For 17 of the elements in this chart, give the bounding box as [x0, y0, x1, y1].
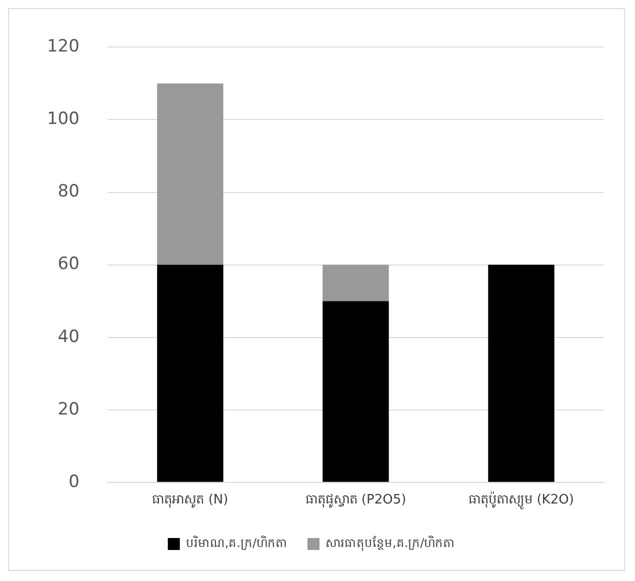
bar	[157, 264, 224, 482]
y-tick-label: 120	[46, 36, 80, 57]
y-tick-label: 60	[58, 254, 80, 274]
bar	[488, 264, 554, 482]
x-tick-label: ធាតុផូស្វាត (P2O5)	[305, 492, 406, 509]
legend-label: បរិមាណ,គ.ក្រ/ហិកតា	[186, 535, 288, 550]
y-tick-label: 20	[58, 399, 80, 420]
y-tick-label: 80	[58, 182, 80, 202]
bar	[157, 83, 224, 265]
y-tick-label: 40	[58, 326, 80, 347]
bar	[322, 264, 389, 302]
legend-label: សារធាតុបន្ថែម,គ.ក្រ/ហិកតា	[326, 535, 456, 552]
x-tick-label: ធាតុអាសូត (N)	[152, 492, 228, 509]
y-tick-label: 0	[68, 472, 80, 492]
bar	[322, 301, 389, 482]
y-tick-label: 100	[46, 109, 80, 130]
x-tick-label: ធាតុប៉ូតាស្យូម (K2O)	[468, 490, 574, 510]
